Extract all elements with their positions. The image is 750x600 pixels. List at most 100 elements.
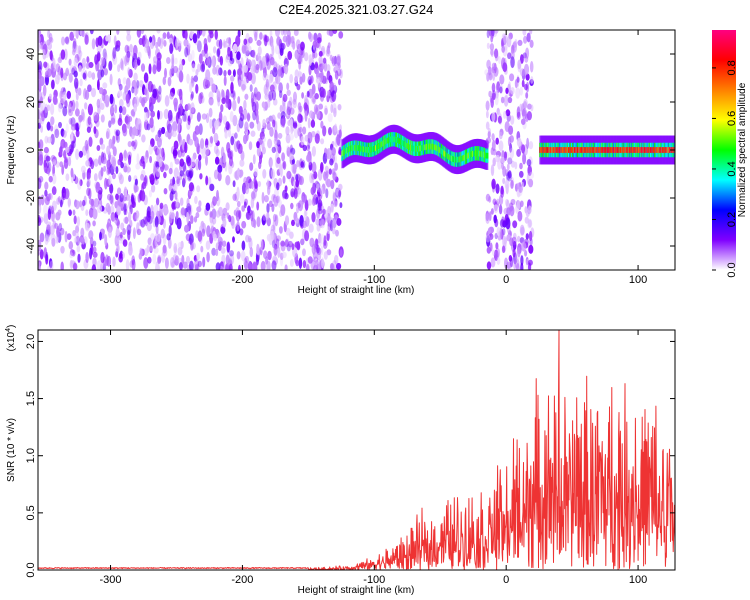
noise-speckle (157, 256, 162, 265)
noise-speckle (307, 75, 312, 86)
noise-speckle (250, 196, 255, 209)
snr-x-ticks: -300 -200 -100 0 100 (100, 330, 647, 586)
noise-speckle (38, 122, 41, 129)
noise-speckle (491, 111, 496, 122)
noise-speckle (206, 251, 210, 263)
noise-speckle (175, 210, 179, 220)
noise-speckle (256, 243, 260, 256)
noise-speckle (238, 79, 242, 88)
noise-speckle (239, 169, 244, 177)
noise-speckle (303, 102, 308, 111)
noise-speckle (131, 258, 136, 270)
noise-speckle (278, 64, 282, 77)
noise-speckle (163, 171, 167, 179)
noise-speckle (93, 197, 99, 208)
x-tick-label: 100 (629, 274, 647, 286)
noise-speckle (289, 231, 294, 239)
noise-speckle (272, 213, 277, 222)
noise-speckle (177, 241, 183, 249)
noise-speckle (60, 49, 66, 60)
noise-speckle (131, 197, 136, 209)
noise-speckle (172, 121, 178, 133)
noise-speckle (507, 157, 513, 165)
noise-speckle (60, 67, 64, 79)
noise-speckle (289, 118, 293, 129)
noise-speckle (75, 129, 80, 138)
noise-speckle (45, 253, 49, 265)
noise-speckle (124, 208, 128, 216)
noise-speckle (222, 39, 226, 49)
noise-speckle (148, 243, 154, 252)
noise-speckle (266, 260, 271, 270)
noise-speckle (258, 137, 263, 145)
noise-speckle (522, 101, 528, 109)
noise-speckle (44, 196, 50, 206)
noise-speckle (190, 215, 194, 225)
noise-speckle (516, 75, 520, 88)
noise-speckle (261, 191, 265, 204)
noise-speckle (246, 45, 252, 53)
noise-speckle (495, 137, 499, 145)
noise-speckle (201, 30, 206, 37)
noise-speckle (304, 210, 308, 217)
noise-speckle (120, 58, 124, 71)
noise-speckle (104, 94, 110, 107)
noise-speckle (205, 240, 211, 251)
noise-speckle (506, 171, 512, 182)
noise-speckle (114, 239, 120, 247)
noise-speckle (75, 148, 80, 161)
noise-speckle (272, 119, 276, 128)
noise-speckle (59, 161, 64, 168)
noise-speckle (302, 260, 307, 269)
noise-speckle (108, 138, 113, 149)
noise-speckle (284, 185, 288, 192)
noise-speckle (339, 68, 343, 79)
noise-speckle (275, 195, 279, 204)
noise-speckle (134, 178, 138, 187)
noise-speckle (59, 227, 65, 236)
noise-speckle (162, 218, 166, 229)
noise-speckle (211, 83, 217, 93)
noise-speckle (314, 133, 320, 144)
noise-speckle (212, 196, 217, 207)
noise-speckle (46, 224, 51, 237)
noise-speckle (179, 197, 184, 206)
noise-speckle (126, 33, 132, 42)
noise-speckle (146, 222, 152, 232)
noise-speckle (173, 167, 179, 179)
noise-speckle (124, 115, 129, 124)
noise-speckle (526, 110, 532, 121)
noise-speckle (167, 127, 172, 140)
noise-speckle (87, 172, 91, 180)
noise-speckle (488, 233, 494, 241)
noise-speckle (102, 82, 108, 89)
noise-speckle (490, 30, 495, 40)
noise-speckle (273, 197, 279, 207)
noise-speckle (152, 88, 158, 99)
noise-speckle (181, 177, 186, 188)
noise-speckle (225, 202, 230, 211)
noise-speckle (209, 211, 213, 218)
noise-speckle (109, 183, 114, 194)
noise-speckle (276, 157, 281, 165)
noise-speckle (157, 145, 161, 156)
noise-speckle (209, 136, 214, 144)
noise-speckle (267, 250, 272, 261)
noise-speckle (236, 251, 241, 260)
noise-speckle (103, 51, 108, 62)
noise-speckle (268, 157, 273, 168)
noise-speckle (326, 63, 331, 73)
noise-speckle (150, 210, 155, 220)
noise-speckle (72, 30, 78, 37)
noise-speckle (528, 219, 532, 228)
noise-speckle (195, 69, 199, 76)
noise-speckle (246, 59, 252, 68)
noise-speckle (247, 205, 251, 214)
noise-speckle (90, 198, 95, 207)
noise-speckle (40, 112, 45, 125)
noise-speckle (338, 129, 342, 139)
noise-speckle (310, 75, 314, 84)
noise-speckle (207, 176, 212, 187)
noise-speckle (205, 175, 209, 186)
noise-speckle (302, 220, 307, 229)
